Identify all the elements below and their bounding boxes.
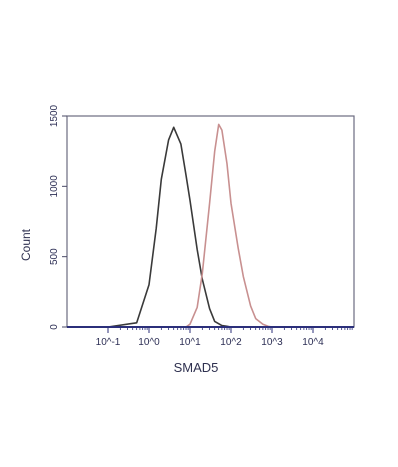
y-axis-title: Count	[19, 228, 33, 261]
y-tick-label: 500	[49, 248, 60, 265]
series-line-2	[185, 123, 273, 328]
x-tick-label: 10^-1	[96, 337, 121, 348]
series-layer	[107, 123, 273, 328]
y-axis: 0 500 1000 1500	[49, 104, 67, 330]
series-line-1	[107, 126, 232, 328]
y-tick-label: 1500	[49, 104, 60, 127]
x-tick-label: 10^0	[138, 337, 160, 348]
x-axis-title: SMAD5	[174, 360, 219, 375]
x-axis: 10^-1 10^0 10^1 10^2 10^3 10^4	[67, 326, 354, 348]
x-tick-label: 10^4	[302, 337, 324, 348]
y-tick-label: 0	[49, 324, 60, 330]
y-tick-label: 1000	[49, 175, 60, 198]
x-tick-label: 10^3	[261, 337, 283, 348]
plot-frame	[66, 115, 355, 328]
x-tick-label: 10^1	[179, 337, 201, 348]
x-tick-label: 10^2	[220, 337, 242, 348]
